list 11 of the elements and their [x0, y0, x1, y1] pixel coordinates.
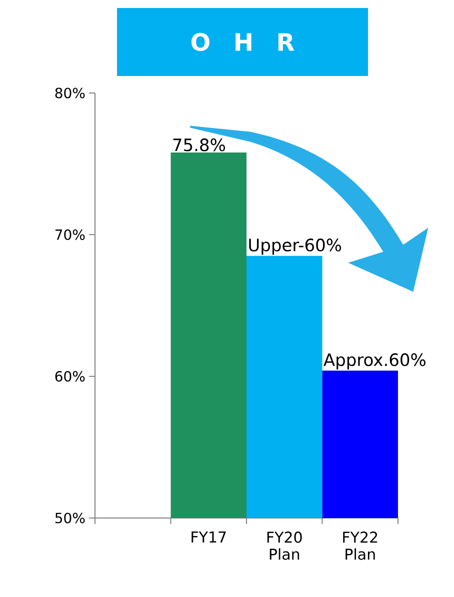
data-label: 75.8%	[173, 138, 225, 152]
y-tick-label: 80%	[55, 88, 85, 98]
x-tick-label: FY17	[192, 532, 226, 542]
y-tick-label: 50%	[55, 512, 85, 524]
data-label: Upper-60%	[249, 238, 342, 255]
x-tick-label: FY22 Plan	[343, 532, 378, 560]
y-tick-label: 60%	[55, 371, 85, 382]
x-tick-label: FY20 Plan	[267, 532, 302, 560]
y-tick-label: 70%	[55, 229, 85, 240]
chart-title: O H R	[191, 32, 294, 52]
data-label: Approx.60%	[324, 353, 426, 370]
